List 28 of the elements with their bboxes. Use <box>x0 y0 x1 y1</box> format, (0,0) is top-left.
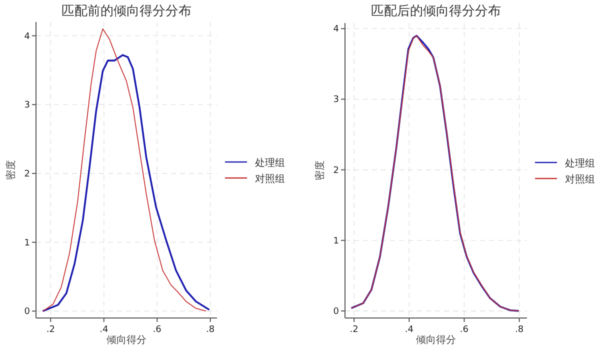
chart-title: 匹配后的倾向得分分布 <box>370 4 500 19</box>
y-tick-label: 2 <box>332 166 338 176</box>
y-axis-title: 密度 <box>5 160 17 180</box>
y-tick-label: 4 <box>332 24 339 35</box>
x-axis-title: 倾向得分 <box>106 334 146 346</box>
legend-label: 对照组 <box>564 174 594 186</box>
x-tick-label: .8 <box>514 325 524 335</box>
legend-label: 对照组 <box>255 173 285 185</box>
x-tick-label: .8 <box>206 325 215 335</box>
x-tick-label: .6 <box>459 325 468 335</box>
x-tick-label: .6 <box>152 325 162 335</box>
x-axis-title: 倾向得分 <box>416 334 456 346</box>
x-tick-label: .4 <box>404 325 414 335</box>
x-tick-label: .2 <box>46 325 55 335</box>
y-tick-label: 2 <box>24 169 30 180</box>
y-tick-label: 3 <box>332 95 338 106</box>
x-tick-label: .2 <box>349 325 358 335</box>
x-tick-label: .4 <box>100 325 108 335</box>
y-tick-label: 3 <box>24 100 30 111</box>
legend-label: 处理组 <box>564 158 594 170</box>
y-tick-label: 4 <box>24 32 30 42</box>
y-axis-title: 密度 <box>314 160 326 180</box>
y-tick-label: 0 <box>332 306 339 317</box>
y-tick-label: 0 <box>24 307 30 318</box>
y-tick-label: 1 <box>24 238 30 248</box>
y-tick-label: 1 <box>332 236 338 246</box>
legend-label: 处理组 <box>255 157 285 169</box>
chart-title: 匹配前的倾向得分分布 <box>62 4 192 19</box>
